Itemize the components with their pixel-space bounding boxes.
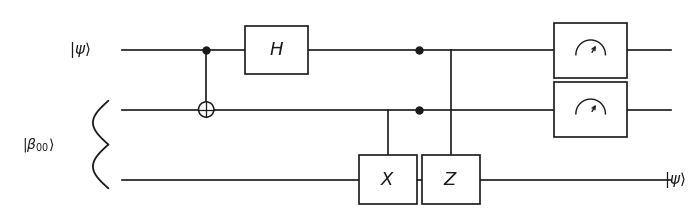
Text: $|\beta_{00}\rangle$: $|\beta_{00}\rangle$ [22,136,55,154]
FancyBboxPatch shape [554,23,628,78]
Text: $|\psi\rangle$: $|\psi\rangle$ [69,40,92,60]
FancyBboxPatch shape [245,26,308,74]
Ellipse shape [199,102,214,117]
Text: $|\psi\rangle$: $|\psi\rangle$ [663,170,686,190]
FancyBboxPatch shape [554,82,628,137]
FancyBboxPatch shape [422,155,480,204]
Text: $H$: $H$ [268,41,284,59]
FancyBboxPatch shape [359,155,417,204]
Text: $Z$: $Z$ [443,171,459,189]
Text: $X$: $X$ [380,171,396,189]
